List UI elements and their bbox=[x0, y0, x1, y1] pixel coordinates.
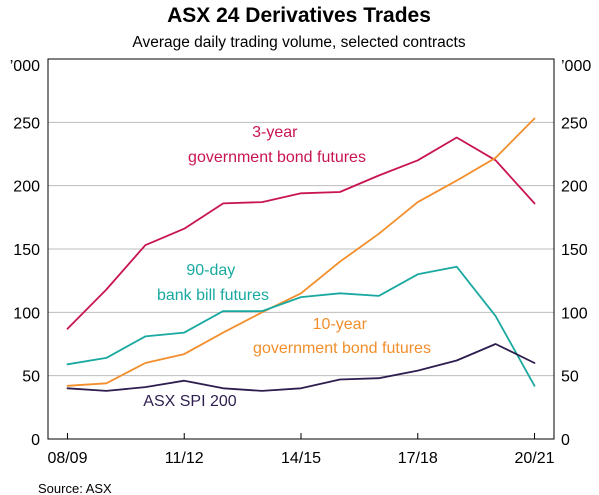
label-3year: 3-year government bond futures bbox=[188, 124, 366, 166]
source-note: Source: ASX bbox=[38, 481, 112, 495]
y-tick-left-200: 200 bbox=[13, 179, 40, 196]
y-axis-ticks: 0 0 50 50 100 100 150 150 200 200 250 250 bbox=[13, 115, 588, 449]
series-line-ten-year bbox=[66, 117, 536, 387]
label-spi-line1: ASX SPI 200 bbox=[143, 393, 236, 410]
x-tick-label-4: 20/21 bbox=[515, 450, 555, 467]
x-tick-label-2: 14/15 bbox=[281, 450, 321, 467]
y-tick-left-50: 50 bbox=[22, 369, 40, 386]
chart-subtitle: Average daily trading volume, selected c… bbox=[132, 34, 465, 51]
series-line-spi bbox=[66, 343, 536, 392]
label-3year-line2: government bond futures bbox=[188, 149, 366, 166]
label-10year-line2: government bond futures bbox=[253, 340, 431, 357]
chart-title: ASX 24 Derivatives Trades bbox=[167, 4, 431, 27]
x-tick-label-0: 08/09 bbox=[47, 450, 87, 467]
y-tick-right-100: 100 bbox=[561, 305, 588, 322]
y-tick-right-150: 150 bbox=[561, 242, 588, 259]
y-tick-left-0: 0 bbox=[31, 432, 40, 449]
y-tick-right-200: 200 bbox=[561, 179, 588, 196]
y-tick-right-50: 50 bbox=[561, 369, 579, 386]
series-line-ninety-day bbox=[66, 265, 536, 387]
x-tick-label-3: 17/18 bbox=[398, 450, 438, 467]
y-tick-left-250: 250 bbox=[13, 115, 40, 132]
label-90day: 90-day bank bill futures bbox=[157, 262, 269, 304]
y-tick-left-100: 100 bbox=[13, 305, 40, 322]
y-tick-right-0: 0 bbox=[561, 432, 570, 449]
label-spi: ASX SPI 200 bbox=[143, 393, 236, 410]
series-line-three-year bbox=[66, 136, 536, 330]
label-10year: 10-year government bond futures bbox=[253, 316, 431, 357]
x-tick-label-1: 11/12 bbox=[165, 450, 204, 467]
label-90day-line2: bank bill futures bbox=[157, 287, 269, 304]
y-axis-unit-left: ’000 bbox=[10, 58, 40, 75]
y-tick-left-150: 150 bbox=[13, 242, 40, 259]
gridlines bbox=[48, 121, 554, 377]
x-axis-ticks: 08/09 11/12 14/15 17/18 20/21 bbox=[47, 433, 555, 467]
label-10year-line1: 10-year bbox=[313, 316, 368, 333]
label-90day-line1: 90-day bbox=[186, 262, 235, 279]
series-lines bbox=[66, 117, 536, 392]
y-axis-unit-right: ’000 bbox=[561, 58, 591, 75]
label-3year-line1: 3-year bbox=[252, 124, 298, 141]
y-tick-right-250: 250 bbox=[561, 115, 588, 132]
